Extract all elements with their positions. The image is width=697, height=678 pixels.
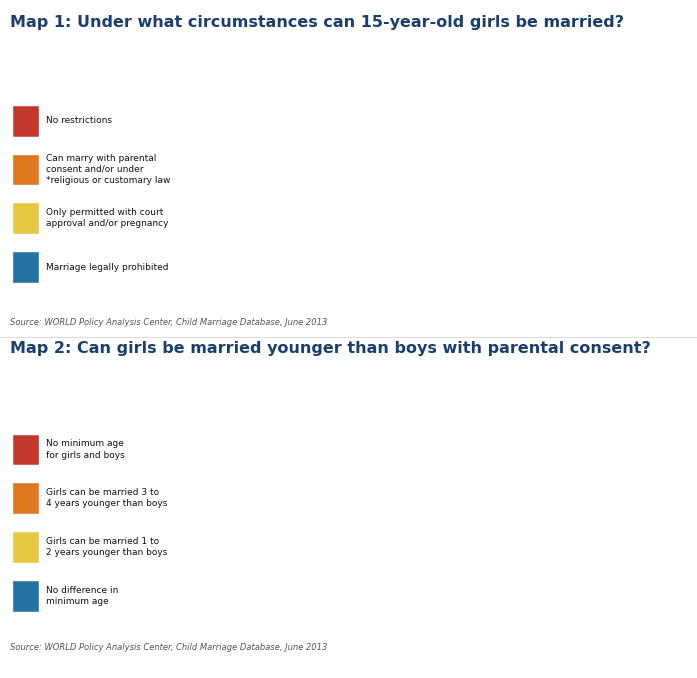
Text: Can marry with parental
consent and/or under
*religious or customary law: Can marry with parental consent and/or u… (46, 154, 170, 185)
Text: Only permitted with court
approval and/or pregnancy: Only permitted with court approval and/o… (46, 208, 169, 228)
Text: No minimum age
for girls and boys: No minimum age for girls and boys (46, 439, 125, 460)
Text: Source: WORLD Policy Analysis Center, Child Marriage Database, June 2013: Source: WORLD Policy Analysis Center, Ch… (10, 643, 328, 652)
Text: Marriage legally prohibited: Marriage legally prohibited (46, 262, 169, 272)
Text: Girls can be married 1 to
2 years younger than boys: Girls can be married 1 to 2 years younge… (46, 537, 167, 557)
Text: Map 1: Under what circumstances can 15-year-old girls be married?: Map 1: Under what circumstances can 15-y… (10, 15, 625, 30)
Text: No difference in
minimum age: No difference in minimum age (46, 586, 118, 606)
Text: Girls can be married 3 to
4 years younger than boys: Girls can be married 3 to 4 years younge… (46, 488, 167, 508)
Text: No restrictions: No restrictions (46, 116, 112, 125)
Text: Map 2: Can girls be married younger than boys with parental consent?: Map 2: Can girls be married younger than… (10, 341, 651, 356)
Text: Source: WORLD Policy Analysis Center, Child Marriage Database, June 2013: Source: WORLD Policy Analysis Center, Ch… (10, 318, 328, 327)
